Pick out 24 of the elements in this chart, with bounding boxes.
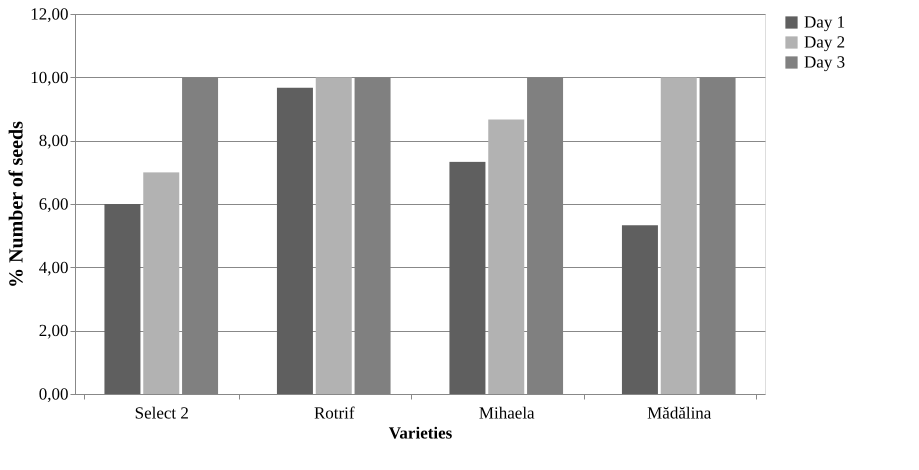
legend-label: Day 2 bbox=[804, 32, 846, 52]
y-tick-label: 12,00 bbox=[30, 4, 68, 24]
bar bbox=[660, 77, 697, 394]
bar bbox=[316, 77, 352, 394]
y-tick-label: 0,00 bbox=[38, 384, 68, 404]
x-tick-label: Rotrif bbox=[314, 404, 355, 422]
bar bbox=[104, 204, 140, 394]
x-tick-label: Mihaela bbox=[478, 404, 536, 422]
y-tick-label: 6,00 bbox=[38, 194, 68, 214]
x-tick-label: Select 2 bbox=[134, 404, 189, 422]
y-tick-label: 4,00 bbox=[38, 258, 68, 277]
x-tick-label: Mădălina bbox=[647, 404, 712, 422]
x-axis-title: Varieties bbox=[388, 424, 453, 442]
y-tick-label: 8,00 bbox=[38, 131, 68, 150]
y-axis-title: % Number of seeds bbox=[5, 120, 28, 288]
bar bbox=[276, 88, 313, 394]
y-tick-label: 2,00 bbox=[38, 321, 68, 340]
bar bbox=[622, 225, 658, 394]
bar bbox=[449, 162, 486, 394]
y-tick-label: 10,00 bbox=[30, 68, 68, 87]
legend-label: Day 3 bbox=[804, 52, 846, 72]
legend-label: Day 1 bbox=[804, 12, 846, 32]
bar bbox=[143, 172, 180, 394]
bar bbox=[488, 119, 524, 394]
